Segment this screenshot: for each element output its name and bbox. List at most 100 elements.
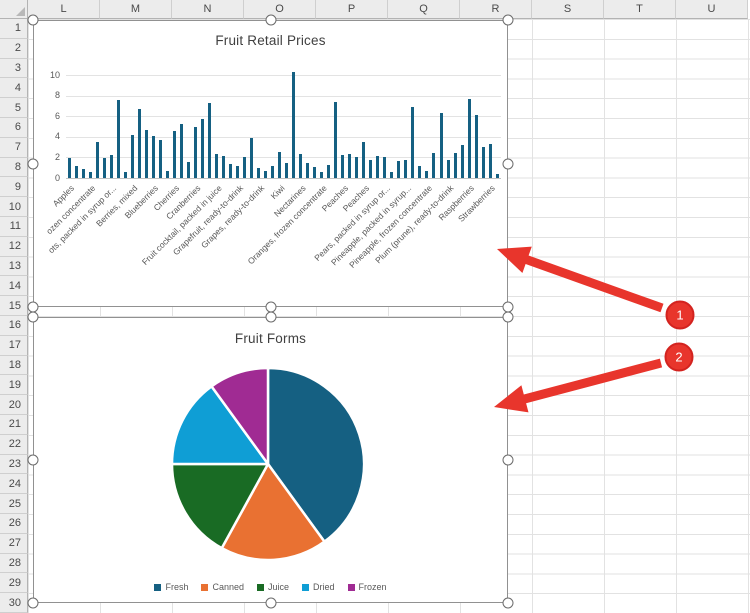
- bar: [236, 165, 239, 178]
- annotation-badge-1: 1: [665, 300, 695, 330]
- row-header-25[interactable]: 25: [0, 494, 28, 514]
- bar: [425, 171, 429, 178]
- bar: [81, 168, 85, 178]
- bar: [488, 143, 492, 178]
- y-axis-tick-label: 6: [54, 110, 60, 121]
- row-header-18[interactable]: 18: [0, 355, 28, 376]
- bar-chart-gridline: [66, 116, 501, 118]
- selection-handle[interactable]: [502, 454, 514, 466]
- bar: [264, 171, 268, 178]
- select-all-triangle-icon: [16, 7, 25, 16]
- selection-handle[interactable]: [502, 158, 514, 169]
- pie-chart-title: Fruit Forms: [234, 331, 307, 346]
- row-header-29[interactable]: 29: [0, 573, 28, 594]
- bar: [271, 165, 275, 178]
- column-header-N[interactable]: N: [172, 0, 244, 19]
- row-header-2[interactable]: 2: [0, 38, 28, 59]
- row-header-16[interactable]: 16: [0, 315, 28, 336]
- bar: [313, 166, 317, 178]
- row-header-15[interactable]: 15: [0, 296, 28, 316]
- bar-chart-gridline: [66, 95, 501, 97]
- row-header-10[interactable]: 10: [0, 197, 28, 217]
- legend-label: Frozen: [358, 582, 387, 592]
- column-header-U[interactable]: U: [676, 0, 748, 19]
- bar: [460, 144, 464, 178]
- column-header-R[interactable]: R: [460, 0, 532, 19]
- bar: [229, 163, 232, 178]
- select-all-button[interactable]: [0, 0, 28, 19]
- row-header-11[interactable]: 11: [0, 216, 28, 237]
- legend-item-fresh: Fresh: [154, 582, 188, 592]
- row-header-30[interactable]: 30: [0, 593, 28, 613]
- row-header-24[interactable]: 24: [0, 474, 28, 495]
- bar: [243, 157, 246, 178]
- row-header-23[interactable]: 23: [0, 454, 28, 475]
- row-header-8[interactable]: 8: [0, 157, 28, 178]
- bar: [292, 71, 296, 178]
- selection-handle[interactable]: [502, 14, 514, 26]
- row-header-22[interactable]: 22: [0, 434, 28, 455]
- column-header-S[interactable]: S: [532, 0, 604, 19]
- bar: [165, 171, 169, 178]
- bar: [214, 153, 218, 178]
- bar: [130, 134, 134, 178]
- row-header-12[interactable]: 12: [0, 236, 28, 257]
- pie-slice-dried: [170, 385, 270, 466]
- bar: [179, 124, 183, 178]
- selection-handle[interactable]: [27, 597, 39, 609]
- bar: [432, 153, 436, 178]
- row-header-1[interactable]: 1: [0, 19, 28, 39]
- bar: [306, 162, 310, 179]
- row-header-14[interactable]: 14: [0, 276, 28, 297]
- bar-chart-object[interactable]: Fruit Retail Prices 0 2 4 6 8 10 Apples ozen co…: [33, 20, 508, 307]
- selection-handle[interactable]: [502, 311, 514, 323]
- row-header-13[interactable]: 13: [0, 256, 28, 277]
- row-header-21[interactable]: 21: [0, 414, 28, 435]
- selection-handle[interactable]: [27, 311, 39, 323]
- bar: [446, 160, 450, 178]
- legend-label: Dried: [313, 582, 335, 592]
- bar: [341, 155, 345, 178]
- column-header-M[interactable]: M: [100, 0, 172, 19]
- row-header-7[interactable]: 7: [0, 137, 28, 158]
- bar: [193, 126, 197, 178]
- bar: [74, 165, 78, 178]
- selection-handle[interactable]: [502, 597, 514, 609]
- bar: [222, 156, 225, 178]
- column-header-P[interactable]: P: [316, 0, 388, 19]
- row-header-26[interactable]: 26: [0, 513, 28, 534]
- row-header-9[interactable]: 9: [0, 177, 28, 198]
- bar-chart-gridline: [66, 75, 501, 76]
- bar: [439, 113, 443, 178]
- row-header-5[interactable]: 5: [0, 98, 28, 118]
- pie-chart-object[interactable]: Fruit Forms Fresh Canned Juice Dried Frozen: [33, 317, 508, 603]
- selection-handle[interactable]: [265, 597, 276, 609]
- row-header-3[interactable]: 3: [0, 58, 28, 79]
- bar: [383, 156, 387, 178]
- column-header-Q[interactable]: Q: [388, 0, 460, 19]
- row-header-17[interactable]: 17: [0, 335, 28, 356]
- bar: [390, 172, 394, 178]
- selection-handle[interactable]: [27, 14, 39, 26]
- row-header-27[interactable]: 27: [0, 533, 28, 554]
- column-header-T[interactable]: T: [604, 0, 676, 19]
- bar: [278, 151, 282, 178]
- bar: [88, 171, 92, 178]
- bar: [467, 98, 471, 178]
- bar: [327, 164, 331, 178]
- row-header-4[interactable]: 4: [0, 78, 28, 99]
- bar: [404, 159, 408, 178]
- selection-handle[interactable]: [265, 14, 276, 26]
- row-header-20[interactable]: 20: [0, 395, 28, 415]
- legend-label: Canned: [212, 582, 244, 592]
- column-header-O[interactable]: O: [244, 0, 316, 19]
- bar: [299, 153, 303, 178]
- pie-slice-canned: [220, 462, 326, 562]
- column-header-L[interactable]: L: [28, 0, 100, 19]
- row-header-6[interactable]: 6: [0, 117, 28, 138]
- selection-handle[interactable]: [27, 454, 39, 466]
- selection-handle[interactable]: [27, 158, 39, 169]
- selection-handle[interactable]: [265, 311, 276, 323]
- row-header-19[interactable]: 19: [0, 375, 28, 396]
- row-header-28[interactable]: 28: [0, 553, 28, 574]
